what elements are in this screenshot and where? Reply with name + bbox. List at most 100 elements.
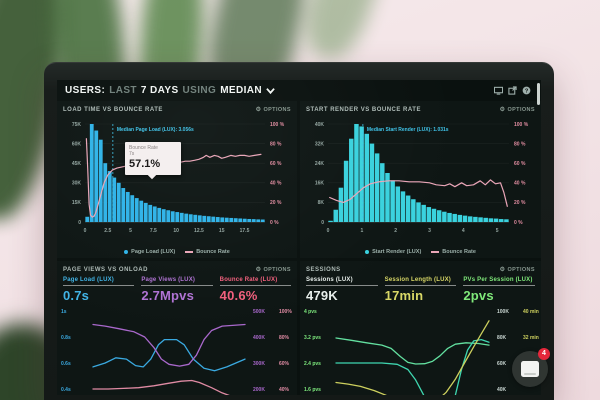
svg-text:0.6s: 0.6s <box>61 361 71 367</box>
svg-text:15K: 15K <box>72 200 82 206</box>
panel-page-views: PAGE VIEWS VS ONLOAD ⚙ OPTIONS Page Load … <box>57 261 297 395</box>
metric-label: PVs Per Session (LUX) <box>463 277 533 283</box>
help-icon[interactable]: ? <box>522 86 531 95</box>
metric-value: 2.7Mpvs <box>141 288 195 303</box>
panel-sessions: SESSIONS ⚙ OPTIONS Sessions (LUX) 479K Se… <box>300 261 541 395</box>
svg-text:8K: 8K <box>318 200 325 206</box>
metric-label: Page Views (LUX) <box>141 277 196 283</box>
legend-dot-icon <box>365 250 370 254</box>
svg-text:0: 0 <box>321 220 324 226</box>
svg-text:20 %: 20 % <box>270 200 282 206</box>
metric-value: 17min <box>384 288 424 303</box>
svg-text:0: 0 <box>84 228 87 234</box>
svg-text:0: 0 <box>78 220 81 226</box>
metric-value: 479K <box>306 288 338 303</box>
metric-value: 0.7s <box>63 288 90 303</box>
svg-text:80 %: 80 % <box>270 141 282 147</box>
svg-text:4 pvs: 4 pvs <box>304 309 317 315</box>
svg-text:3.2 pvs: 3.2 pvs <box>304 335 321 341</box>
svg-text:16K: 16K <box>315 181 325 187</box>
camera-icon <box>521 361 539 377</box>
metric-row: Sessions (LUX) 479K Session Length (LUX)… <box>300 276 541 303</box>
header-segment: USERS: <box>65 85 106 96</box>
panel-start-render: START RENDER VS BOUNCE RATE ⚙ OPTIONS 40K… <box>300 101 541 258</box>
gear-icon: ⚙ <box>255 106 262 113</box>
dashboard-header: USERS: LAST 7 DAYS USING MEDIAN ? <box>57 80 541 101</box>
chart-legend: Start Render (LUX) Bounce Rate <box>300 249 541 255</box>
svg-text:40K: 40K <box>315 122 325 128</box>
sessions-chart: 4 pvs 100K 40 min 3.2 pvs 80K 32 min 2.4 pvs 60… <box>304 309 539 395</box>
svg-text:40 min: 40 min <box>523 309 539 315</box>
metric-rule <box>384 285 457 286</box>
svg-text:60K: 60K <box>72 141 82 147</box>
metric-label: Bounce Rate (LUX) <box>219 277 278 283</box>
timeframe-dropdown[interactable]: USERS: LAST 7 DAYS USING MEDIAN <box>65 85 275 96</box>
laptop-screen: USERS: LAST 7 DAYS USING MEDIAN ? LOAD T… <box>44 62 554 400</box>
metric-page-views: Page Views (LUX) 2.7Mpvs <box>141 277 213 303</box>
svg-text:0.8s: 0.8s <box>61 335 71 341</box>
metric-rule <box>63 285 135 286</box>
svg-text:60 %: 60 % <box>270 161 282 167</box>
svg-text:0.4s: 0.4s <box>61 387 71 393</box>
metric-pvs-per-session: PVs Per Session (LUX) 2pvs <box>463 277 536 303</box>
svg-text:3: 3 <box>428 228 431 234</box>
gear-icon: ⚙ <box>499 266 506 273</box>
chart-legend: Page Load (LUX) Bounce Rate <box>57 249 297 255</box>
options-button[interactable]: ⚙ OPTIONS <box>499 266 535 273</box>
metric-page-load: Page Load (LUX) 0.7s <box>63 277 135 303</box>
metric-rule <box>219 285 291 286</box>
legend-dot-icon <box>124 250 129 254</box>
tooltip-series: Bounce Rate <box>129 145 158 151</box>
options-button[interactable]: ⚙ OPTIONS <box>255 106 291 113</box>
svg-text:0: 0 <box>327 228 330 234</box>
scrollbar-thumb[interactable] <box>537 83 540 105</box>
svg-text:12.5: 12.5 <box>194 228 204 234</box>
svg-text:100%: 100% <box>279 309 292 315</box>
svg-text:1: 1 <box>360 228 363 234</box>
panel-title: PAGE VIEWS VS ONLOAD <box>63 266 148 273</box>
metric-rule <box>141 285 213 286</box>
svg-text:0 %: 0 % <box>270 220 279 226</box>
metric-sessions: Sessions (LUX) 479K <box>306 277 378 303</box>
svg-text:80 %: 80 % <box>514 141 526 147</box>
share-icon[interactable] <box>508 86 517 95</box>
legend-label: Page Load (LUX) <box>131 249 176 255</box>
svg-text:40 %: 40 % <box>514 181 526 187</box>
metric-label: Session Length (LUX) <box>384 277 452 283</box>
panel-title: START RENDER VS BOUNCE RATE <box>306 106 421 113</box>
display-icon[interactable] <box>494 86 503 95</box>
chart-tooltip: Bounce Rate 7s 57.1% <box>125 142 181 175</box>
options-button[interactable]: ⚙ OPTIONS <box>255 266 291 273</box>
load-time-chart: 75K 100 % 60K 80 % 45K 60 % 30K 40 % 15K 20 % 0 0 %… <box>72 122 285 234</box>
dashboard-screen: USERS: LAST 7 DAYS USING MEDIAN ? LOAD T… <box>57 80 541 395</box>
svg-text:500K: 500K <box>253 309 265 315</box>
svg-text:7.5: 7.5 <box>150 228 157 234</box>
panel-title: LOAD TIME VS BOUNCE RATE <box>63 106 163 113</box>
tooltip-x: 7s <box>129 151 135 157</box>
metric-rule <box>306 285 378 286</box>
page-views-chart: 1s 500K 100% 0.8s 400K 80% 0.6s 300K 60% 0.4s 200K… <box>61 309 292 395</box>
svg-text:20 %: 20 % <box>514 200 526 206</box>
svg-text:80K: 80K <box>497 335 507 341</box>
header-segment: 7 DAYS <box>140 85 179 96</box>
start-render-chart: 40K 100 % 32K 80 % 24K 60 % 16K 40 % 8K 20 % 0 0 % 0… <box>315 122 529 234</box>
svg-text:17.5: 17.5 <box>240 228 250 234</box>
svg-text:40%: 40% <box>279 387 290 393</box>
tooltip-value: 57.1% <box>129 158 161 170</box>
svg-text:Median Start Render (LUX): 1.0: Median Start Render (LUX): 1.031s <box>367 127 449 133</box>
svg-text:2: 2 <box>394 228 397 234</box>
svg-text:75K: 75K <box>72 122 82 128</box>
metric-label: Sessions (LUX) <box>306 277 353 283</box>
screenshot-overlay-button[interactable]: 4 <box>512 348 550 387</box>
panel-title: SESSIONS <box>306 266 341 273</box>
svg-text:300K: 300K <box>253 361 265 367</box>
legend-label: Start Render (LUX) <box>372 249 422 255</box>
svg-text:5: 5 <box>496 228 499 234</box>
svg-text:100 %: 100 % <box>514 122 529 128</box>
svg-text:1s: 1s <box>61 309 67 315</box>
header-segment: LAST <box>109 85 137 96</box>
options-button[interactable]: ⚙ OPTIONS <box>499 106 535 113</box>
panel-load-time: LOAD TIME VS BOUNCE RATE ⚙ OPTIONS 75K 100… <box>57 101 297 258</box>
svg-text:200K: 200K <box>253 387 265 393</box>
gear-icon: ⚙ <box>255 266 262 273</box>
